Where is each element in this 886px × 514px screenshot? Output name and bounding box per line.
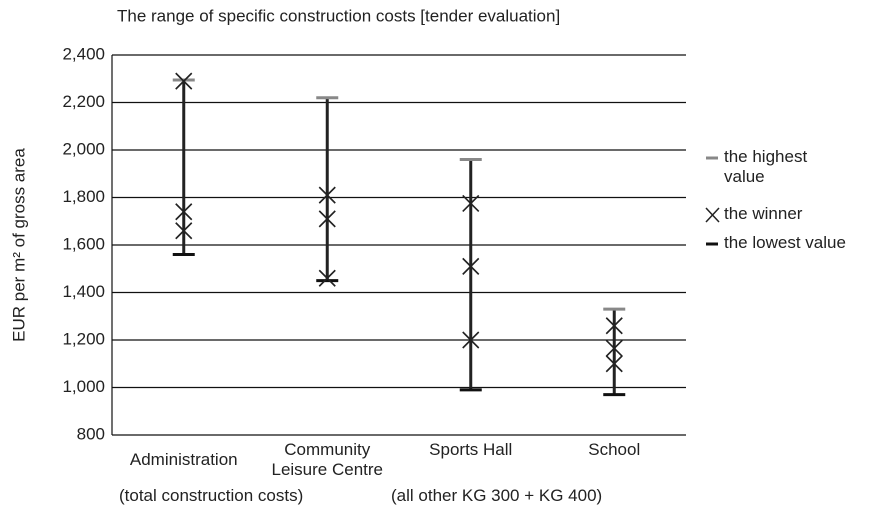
y-axis-label: EUR per m² of gross area (9, 148, 28, 342)
annotation: (all other KG 300 + KG 400) (391, 486, 603, 505)
legend-label: the winner (724, 204, 803, 223)
y-tick-label: 1,800 (62, 187, 105, 206)
winner-mark (175, 222, 193, 240)
legend-label: the lowest value (724, 233, 846, 252)
y-tick-label: 800 (77, 424, 105, 443)
y-tick-label: 2,000 (62, 139, 105, 158)
x-tick-label: Sports Hall (429, 440, 513, 459)
x-tick-label: Administration (129, 450, 238, 469)
winner-mark (462, 331, 480, 349)
y-tick-label: 1,600 (62, 234, 105, 253)
annotation: (total construction costs) (119, 486, 304, 505)
winner-mark (605, 339, 623, 357)
winner-mark (605, 317, 623, 335)
legend-marker (705, 207, 720, 223)
legend-label: the highest value (724, 147, 808, 186)
y-tick-label: 1,400 (62, 282, 105, 301)
winner-mark (605, 355, 623, 373)
y-tick-label: 1,000 (62, 377, 105, 396)
winner-mark (318, 269, 336, 287)
x-tick-label: School (588, 440, 641, 459)
y-tick-label: 2,400 (62, 44, 105, 63)
winner-mark (462, 257, 480, 275)
winner-mark (318, 210, 336, 228)
winner-mark (175, 203, 193, 221)
winner-mark (175, 72, 193, 90)
y-tick-label: 2,200 (62, 92, 105, 111)
y-tick-label: 1,200 (62, 329, 105, 348)
x-tick-label: Community Leisure Centre (271, 440, 383, 479)
winner-mark (318, 186, 336, 204)
winner-mark (462, 194, 480, 213)
chart-title: The range of specific construction costs… (117, 6, 560, 25)
